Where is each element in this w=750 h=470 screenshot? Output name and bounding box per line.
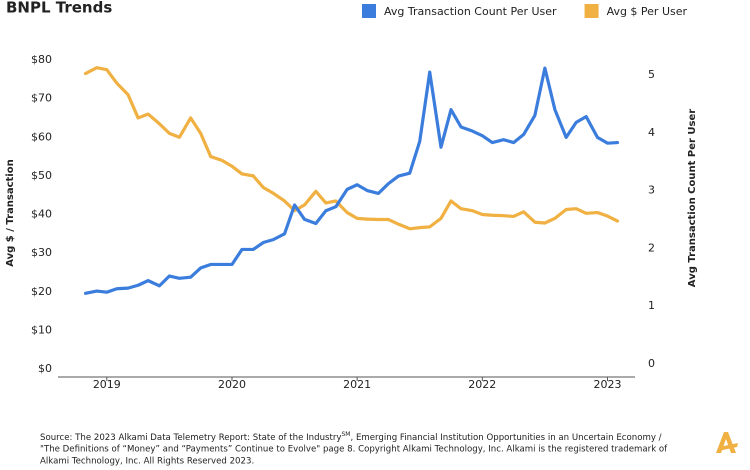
footnote: "The Definitions of “Money” and “Payment… — [40, 445, 668, 455]
footnote-text: Source: The 2023 Alkami Data Telemetry R… — [40, 433, 341, 443]
x-tick-label: 2020 — [218, 378, 246, 391]
line-series — [83, 66, 620, 295]
y-tick-label: $10 — [31, 323, 52, 336]
y-tick-label: $50 — [31, 169, 52, 182]
footnote-superscript: SM — [341, 431, 350, 438]
line-series — [83, 66, 620, 231]
y-tick-label: $30 — [31, 246, 52, 259]
x-tick-label: 2023 — [593, 378, 621, 391]
x-tick-label: 2022 — [468, 378, 496, 391]
y2-tick-label: 4 — [648, 126, 655, 139]
y2-tick-label: 0 — [648, 357, 655, 370]
y-tick-label: $40 — [31, 208, 52, 221]
y2-tick-label: 5 — [648, 68, 655, 81]
y2-axis-title: Avg Transaction Count Per User — [687, 109, 698, 287]
chart-title: BNPL Trends — [6, 0, 112, 17]
x-tick-label: 2021 — [343, 378, 371, 391]
footnote: Alkami Technology, Inc. All Rights Reser… — [40, 457, 254, 467]
x-tick-label: 2019 — [93, 378, 121, 391]
y2-tick-label: 3 — [648, 184, 655, 197]
logo — [716, 432, 738, 453]
y2-tick-label: 1 — [648, 299, 655, 312]
legend-label: Avg Transaction Count Per User — [384, 5, 557, 18]
logo-shape — [718, 443, 738, 451]
footnote: Source: The 2023 Alkami Data Telemetry R… — [40, 431, 662, 443]
y2-tick-label: 2 — [648, 241, 655, 254]
legend-label: Avg $ Per User — [607, 5, 688, 18]
y-tick-label: $0 — [38, 362, 52, 375]
legend-swatch — [362, 4, 376, 18]
legend-swatch — [584, 4, 599, 18]
legend: Avg Transaction Count Per User Avg $ Per … — [362, 4, 688, 18]
y-tick-label: $20 — [31, 285, 52, 298]
y-axis-title: Avg $ / Transaction — [5, 159, 16, 266]
y-tick-label: $70 — [31, 92, 52, 105]
footnote-text: , Emerging Financial Institution Opportu… — [350, 433, 661, 443]
y-tick-label: $60 — [31, 130, 52, 143]
y-tick-label: $80 — [31, 53, 52, 66]
